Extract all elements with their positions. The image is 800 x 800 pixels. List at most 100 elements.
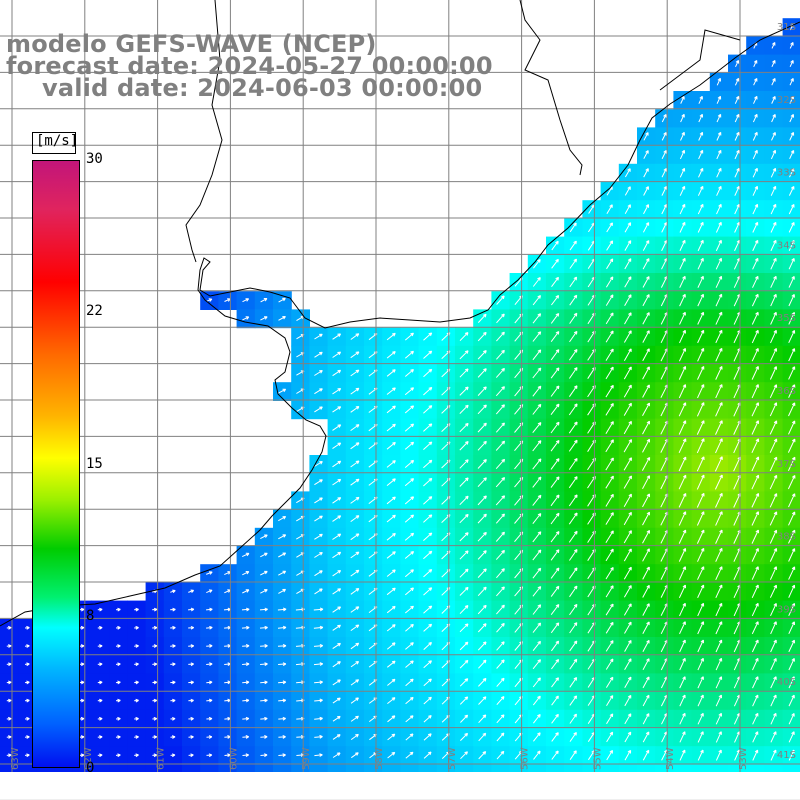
latitude-label: 39S [777,604,796,615]
wind-arrow [170,680,176,685]
wind-arrow [569,603,578,616]
wind-speed-cell [709,600,729,620]
wind-speed-cell [491,546,511,565]
wind-arrow [569,695,578,706]
wind-speed-cell [746,36,765,56]
wind-arrow [569,750,577,760]
wind-speed-cell [254,564,274,583]
wind-speed-cell [618,345,638,365]
wind-speed-cell [509,273,529,292]
wind-speed-cell [455,400,474,420]
wind-arrow [788,548,796,562]
wind-speed-cell [709,673,729,693]
border-line [185,0,223,263]
wind-speed-cell [582,273,602,292]
wind-speed-cell [728,200,747,219]
wind-speed-cell [728,145,747,165]
wind-speed-cell [746,236,765,256]
wind-arrow [495,549,505,560]
wind-arrow [477,550,487,560]
wind-speed-cell [709,291,729,310]
wind-arrow [405,696,414,705]
wind-speed-cell [364,509,383,529]
wind-speed-cell [491,473,511,492]
wind-arrow [314,370,323,376]
wind-arrow [332,424,342,431]
wind-arrow [680,131,685,141]
wind-arrow [79,680,85,685]
wind-arrow [350,460,360,468]
wind-speed-cell [327,673,347,693]
wind-arrow [314,680,323,685]
wind-arrow [679,275,686,288]
wind-arrow [551,294,560,306]
wind-speed-cell [509,691,529,711]
wind-speed-cell [655,309,674,329]
wind-speed-cell [691,127,711,147]
wind-arrow [788,529,796,544]
wind-speed-cell [546,491,565,511]
coastline-path [0,21,800,627]
wind-arrow [242,753,249,758]
wind-speed-cell [764,728,784,747]
wind-speed-cell [746,218,765,238]
wind-arrow [332,697,341,704]
wind-arrow [533,750,541,760]
wind-arrow [770,257,777,270]
wind-arrow [787,456,796,472]
wind-speed-cell [709,109,729,128]
wind-speed-cell [764,127,784,147]
wind-arrow [423,678,432,687]
wind-arrow [715,731,722,743]
wind-speed-cell [509,382,529,401]
wind-arrow [404,496,415,505]
wind-arrow [715,329,723,344]
wind-arrow [623,330,632,343]
wind-arrow [788,731,795,743]
wind-speed-cell [491,382,511,401]
wind-speed-cell [582,746,602,765]
wind-arrow [387,697,396,704]
wind-arrow [623,420,632,435]
wind-speed-cell [600,618,620,638]
wind-speed-cell [491,345,511,365]
wind-arrow [642,475,650,490]
wind-arrow [386,551,396,559]
wind-arrow [260,644,268,648]
wind-speed-cell [218,291,238,310]
wind-arrow [569,677,578,688]
wind-speed-cell [473,546,492,565]
wind-speed-cell [655,564,674,583]
wind-arrow [605,348,614,361]
wind-arrow [697,602,705,617]
wind-speed-cell [436,327,456,347]
wind-arrow [152,607,158,612]
wind-arrow [496,732,505,742]
wind-speed-cell [327,691,347,711]
wind-speed-cell [564,509,583,529]
wind-arrow [459,332,469,342]
wind-speed-cell [382,509,401,529]
wind-speed-cell [455,509,474,529]
wind-arrow [771,96,776,104]
wind-speed-cell [345,527,365,547]
wind-speed-cell [327,546,347,565]
wind-speed-cell [746,728,765,747]
colorbar-tick-30: 30 [86,151,103,167]
wind-speed-cell [655,273,674,292]
wind-speed-cell [764,218,784,238]
wind-arrow [79,735,85,739]
wind-arrow [314,698,323,703]
wind-speed-cell [418,436,438,456]
wind-arrow [735,60,740,68]
wind-speed-cell [637,273,656,292]
wind-speed-cell [418,618,438,638]
wind-arrow [734,167,740,178]
wind-speed-cell [673,746,693,765]
wind-arrow [788,348,796,362]
wind-arrow [115,716,121,721]
wind-speed-cell [418,418,438,438]
wind-arrow [350,642,360,650]
wind-arrow [752,113,758,123]
wind-speed-cell [473,564,492,583]
